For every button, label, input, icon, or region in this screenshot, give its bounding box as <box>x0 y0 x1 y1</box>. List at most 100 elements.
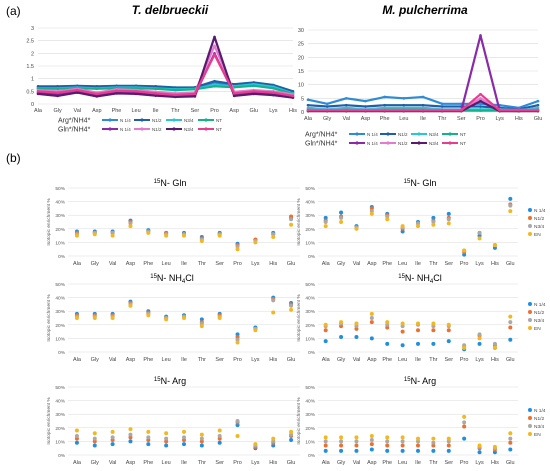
x-tick-label: Pro <box>460 261 469 267</box>
series-point <box>174 93 177 97</box>
series-point <box>325 105 329 108</box>
series-point <box>306 103 310 107</box>
scatter-point <box>339 435 344 440</box>
x-tick-label: Phe <box>112 108 122 114</box>
scatter-point <box>146 429 151 434</box>
y-tick-label: 10% <box>55 240 65 246</box>
scatter-point <box>462 436 467 441</box>
x-tick-label: Val <box>343 116 351 122</box>
series-point <box>383 95 386 99</box>
x-tick-label: Asp <box>126 261 135 267</box>
panel-label-a: (a) <box>6 4 21 18</box>
y-axis-label: Isotopic enrichment % <box>296 294 302 342</box>
svg-text:15N- Arg: 15N- Arg <box>154 376 186 386</box>
scatter-point <box>110 316 115 320</box>
series-point <box>154 92 157 95</box>
legend-item-label: NT <box>216 118 222 123</box>
scatter-point <box>477 341 482 346</box>
scatter-point <box>369 336 374 341</box>
y-tick-label: 50% <box>305 385 315 391</box>
series-point <box>536 99 540 103</box>
x-tick-label: Pro <box>460 460 469 466</box>
scatter-point <box>477 332 482 337</box>
scatter-point <box>164 233 169 238</box>
series-point <box>232 82 236 86</box>
legend-item-label: N3/4 <box>534 424 544 430</box>
series-point <box>536 109 540 112</box>
series-point <box>291 94 295 98</box>
scatter-point <box>339 443 344 448</box>
legend-item-label: N3/4 <box>534 224 544 230</box>
series-point <box>95 87 99 91</box>
x-tick-label: Ala <box>34 108 43 114</box>
legend-row-label: Gln*/NH4* <box>305 141 338 148</box>
series-point <box>213 53 216 56</box>
x-tick-label: Gly <box>53 108 62 114</box>
y-tick-label: 10% <box>305 439 315 445</box>
legend-item-label: NT <box>460 141 466 146</box>
series-point <box>75 88 79 92</box>
scatter-point <box>182 442 186 447</box>
x-tick-label: Ser <box>191 108 200 114</box>
y-tick-label: 30% <box>305 213 315 219</box>
scatter-point <box>416 448 420 453</box>
x-tick-label: Glu <box>287 261 296 267</box>
x-tick-label: Ser <box>444 357 453 363</box>
scatter-point <box>431 222 436 227</box>
scatter-gln-t-delbrueckii: 0%10%20%30%40%50%Isotopic enrichment %Al… <box>46 186 300 267</box>
legend-marker <box>355 132 359 136</box>
scatter-point <box>431 436 436 441</box>
scatter-point <box>74 433 79 438</box>
scatter-point <box>199 432 204 437</box>
series-point <box>383 109 386 112</box>
scatter-point <box>446 322 451 327</box>
x-tick-label: Pro <box>233 460 242 466</box>
x-tick-label: Asp <box>361 116 370 122</box>
scatter-point <box>431 341 436 346</box>
x-tick-label: Glu <box>506 261 515 267</box>
x-tick-label: Thr <box>429 460 437 466</box>
scatter-point <box>369 316 374 320</box>
scatter-point <box>182 429 186 434</box>
scatter-point <box>92 316 97 320</box>
legend-item-label: N1/2 <box>398 141 408 146</box>
subtitle-gln-right: 15N- Gln <box>404 178 437 188</box>
series-point <box>232 92 236 95</box>
line-chart-m-pulcherrima: 0 5 10 15 20 25 30 Ala Gly Val Asp Phe Leu Ile Thr Ser P… <box>298 28 542 122</box>
scatter-point <box>110 429 115 434</box>
scatter-point <box>385 320 390 325</box>
scatter-gln-m-pulcherrima: 0% 10% 20% 30% 40% 50%Isotopic enrichment % Al… <box>296 186 546 267</box>
x-tick-label: Thr <box>171 108 179 114</box>
scatter-point <box>492 444 497 449</box>
scatter-point <box>354 435 359 440</box>
y-tick-label: 40% <box>55 399 65 405</box>
scatter-point <box>182 435 186 440</box>
scatter-point <box>289 438 294 443</box>
y-tick-label: 10% <box>55 336 65 342</box>
scatter-point <box>164 431 169 436</box>
y-tick-label: 30% <box>55 309 65 315</box>
scatter-point <box>235 340 240 345</box>
legend-marker <box>386 132 390 136</box>
scatter-point <box>146 230 151 235</box>
series-point <box>56 91 59 94</box>
series-point <box>306 98 310 101</box>
series-point <box>252 90 256 93</box>
scatter-point <box>385 443 390 448</box>
series-point <box>56 84 59 88</box>
scatter-point <box>74 428 79 433</box>
series-point <box>95 92 99 96</box>
scatter-point <box>416 321 420 326</box>
legend-marker <box>417 132 421 136</box>
x-tick-label: Leu <box>399 116 408 122</box>
x-tick-label: Ala <box>304 116 313 122</box>
scatter-point <box>508 440 513 445</box>
x-tick-label: Ser <box>215 357 224 363</box>
series-point <box>36 84 40 88</box>
x-tick-label: Ile <box>181 460 187 466</box>
series-point <box>95 95 99 98</box>
x-tick-label: His <box>491 261 499 267</box>
x-tick-label: Ser <box>444 261 453 267</box>
x-tick-label: Pro <box>233 261 242 267</box>
x-tick-label: Val <box>109 460 117 466</box>
